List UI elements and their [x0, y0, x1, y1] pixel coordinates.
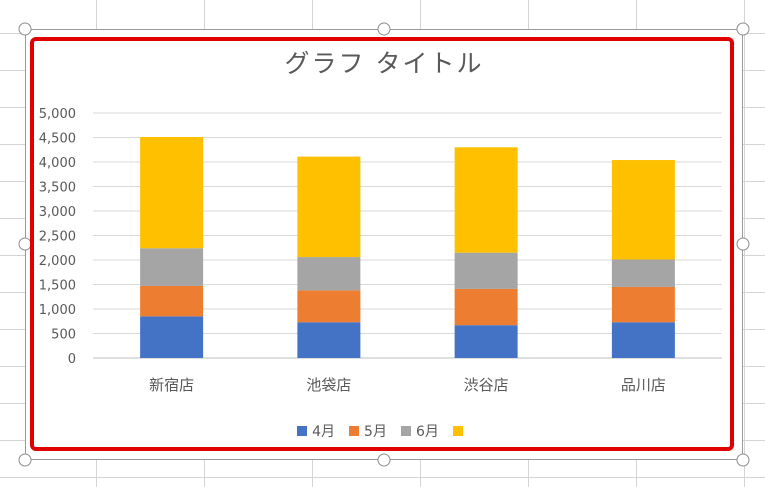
legend-item-series-4[interactable]	[452, 421, 468, 441]
legend-item-series-2[interactable]: 5月	[349, 421, 387, 441]
bar-segment-4-1	[611, 322, 675, 358]
resize-handle-middle-right[interactable]	[736, 237, 750, 251]
x-tick-label: 品川店	[621, 376, 666, 394]
y-tick-label: 1,500	[39, 279, 76, 294]
bar-segment-2-1	[297, 322, 361, 358]
legend-swatch-series-2	[349, 426, 360, 436]
x-tick-label: 池袋店	[306, 376, 351, 394]
chart-title[interactable]: グラフ タイトル	[284, 49, 484, 78]
bar-segment-1-1	[140, 316, 204, 358]
bar-segment-4-3	[611, 259, 675, 287]
bar-segment-1-3	[140, 248, 204, 286]
bar-segment-3-1	[454, 325, 518, 358]
y-tick-label: 0	[68, 352, 76, 367]
resize-handle-top-center[interactable]	[377, 22, 391, 36]
y-tick-label: 500	[51, 328, 76, 343]
y-tick-label: 3,500	[39, 181, 76, 196]
legend-label-series-1: 4月	[312, 424, 336, 440]
legend-swatch-series-1	[297, 426, 308, 436]
resize-handle-bottom-right[interactable]	[736, 453, 750, 467]
x-tick-label: 新宿店	[149, 376, 194, 394]
y-tick-label: 2,500	[39, 230, 76, 245]
resize-handle-top-left[interactable]	[18, 22, 32, 36]
y-tick-label: 4,500	[39, 132, 76, 147]
legend-label-series-3: 6月	[415, 424, 439, 440]
bar-segment-1-2	[140, 285, 204, 317]
resize-handle-bottom-center[interactable]	[377, 453, 391, 467]
legend-item-series-3[interactable]: 6月	[400, 421, 439, 441]
y-tick-label: 3,000	[39, 205, 76, 220]
resize-handle-top-right[interactable]	[736, 22, 750, 36]
bar-segment-2-2	[297, 290, 361, 323]
resize-handle-bottom-left[interactable]	[18, 453, 32, 467]
legend-swatch-series-3	[400, 426, 411, 436]
legend-item-series-1[interactable]: 4月	[297, 421, 335, 441]
y-tick-label: 2,000	[39, 254, 76, 269]
legend-label-series-2: 5月	[364, 424, 387, 440]
bar-segment-2-3	[297, 257, 361, 291]
chart-legend[interactable]: 4月 5月 6月	[0, 421, 765, 441]
y-tick-label: 1,000	[39, 303, 76, 318]
bar-segment-2-4	[297, 156, 361, 258]
y-tick-label: 4,000	[39, 156, 76, 171]
x-tick-label: 渋谷店	[464, 376, 509, 394]
bar-segment-3-2	[454, 288, 518, 326]
bar-segment-3-4	[454, 147, 518, 253]
bar-segment-1-4	[140, 137, 204, 249]
bar-segment-4-2	[611, 286, 675, 323]
y-tick-label: 5,000	[39, 107, 76, 122]
bar-segment-3-3	[454, 252, 518, 289]
bar-segment-4-4	[611, 160, 675, 260]
legend-swatch-series-4	[452, 426, 463, 436]
